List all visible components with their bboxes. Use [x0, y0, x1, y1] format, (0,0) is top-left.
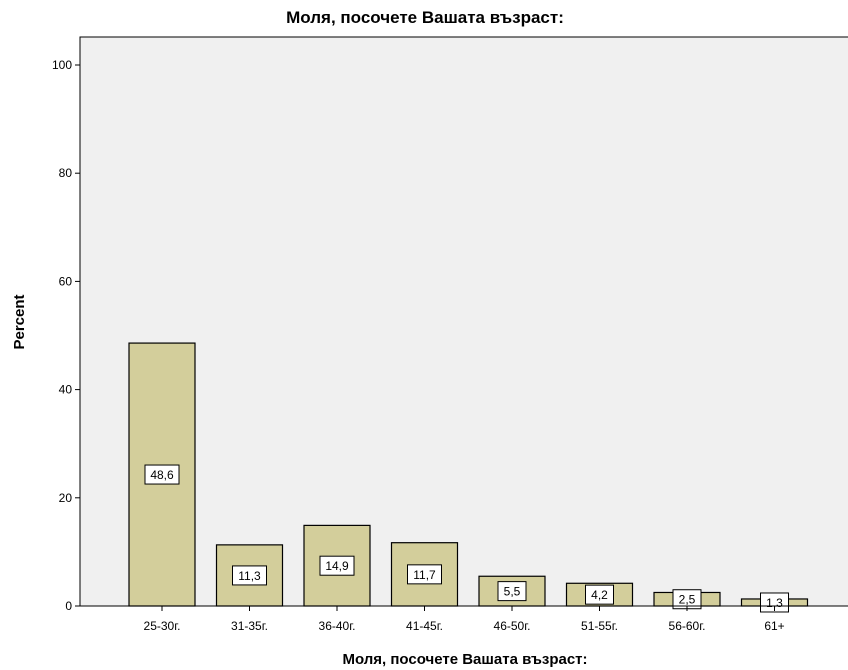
data-label-box — [232, 565, 267, 586]
x-tick-label: 56-60г. — [669, 619, 706, 633]
data-label: 5,5 — [504, 585, 521, 599]
y-axis: 0 20 40 60 80 100 — [52, 37, 81, 613]
y-tick-label: 60 — [59, 274, 73, 288]
chart-title: Моля, посочете Вашата възраст: — [286, 8, 564, 27]
data-label-box — [760, 592, 789, 613]
x-tick-label: 36-40г. — [319, 619, 356, 633]
data-label-box — [585, 584, 614, 605]
y-tick-label: 80 — [59, 166, 73, 180]
data-label-box — [319, 555, 355, 576]
data-label-box — [144, 464, 180, 485]
y-tick-label: 100 — [52, 58, 72, 72]
x-tick-label: 31-35г. — [231, 619, 268, 633]
x-tick-label: 25-30г. — [144, 619, 181, 633]
plot-area — [79, 36, 848, 607]
y-tick-label: 0 — [65, 599, 72, 613]
y-axis-title: Percent — [11, 294, 28, 349]
y-tick-label: 40 — [59, 383, 73, 397]
data-label: 11,3 — [238, 569, 261, 583]
data-label: 48,6 — [150, 468, 174, 482]
data-label-box — [407, 564, 442, 585]
data-label: 14,9 — [325, 559, 349, 573]
data-label: 2,5 — [679, 593, 696, 607]
x-axis: 25-30г. 31-35г. 36-40г. 41-45г. 46-50г. 51-55… — [80, 605, 848, 633]
data-label: 11,7 — [413, 568, 436, 582]
x-tick-label: 46-50г. — [494, 619, 531, 633]
x-axis-title: Моля, посочете Вашата възраст: — [342, 651, 587, 668]
data-label: 4,2 — [591, 588, 608, 602]
x-tick-label: 61+ — [764, 619, 784, 633]
x-tick-label: 51-55г. — [581, 619, 618, 633]
y-tick-label: 20 — [59, 491, 73, 505]
data-label-box — [497, 581, 527, 602]
x-tick-label: 41-45г. — [406, 619, 443, 633]
bars-group: 48,611,314,911,75,5 4,2 2,5 1,3 — [128, 342, 809, 613]
